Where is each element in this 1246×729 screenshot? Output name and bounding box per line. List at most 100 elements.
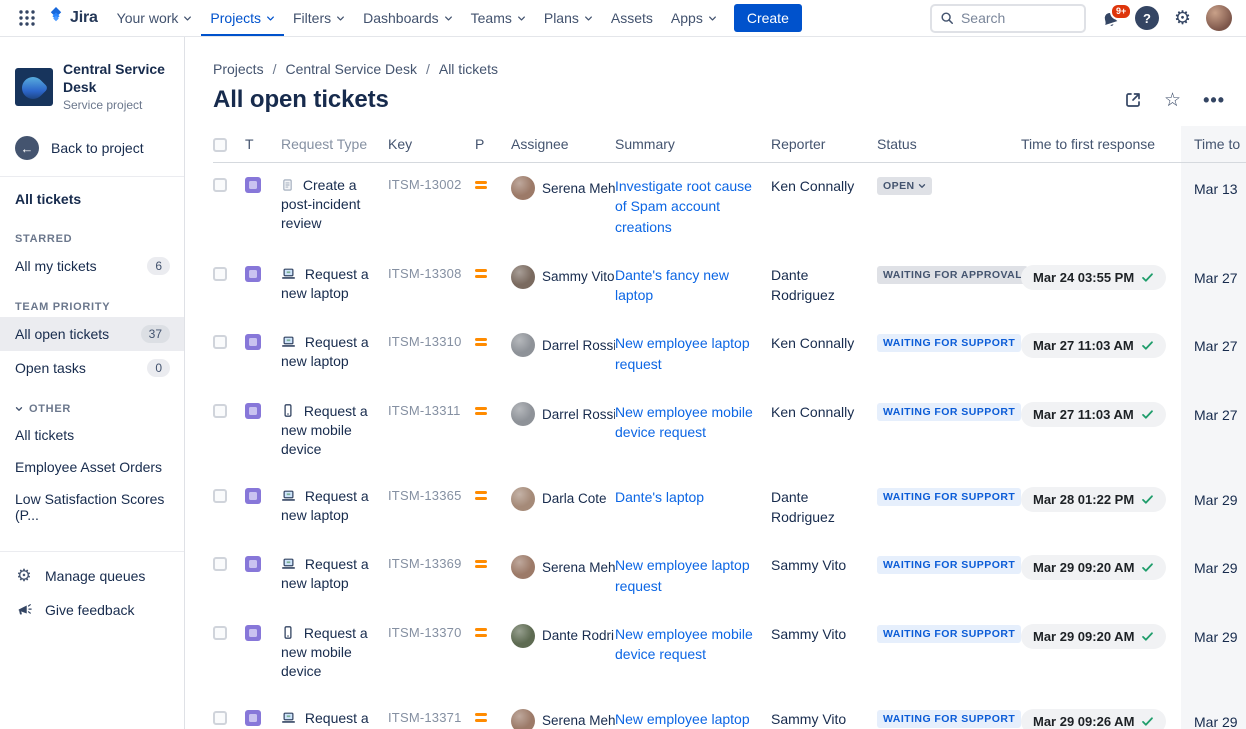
cell-time-to-first-response: Mar 29 09:26 AM [1021, 708, 1181, 729]
search-box[interactable] [929, 3, 1086, 33]
sidebar-item-all-open-tickets[interactable]: All open tickets 37 [0, 317, 184, 351]
notifications-button[interactable]: 9+ [1101, 2, 1133, 30]
summary-link[interactable]: New employee laptop request [615, 335, 750, 372]
nav-item-dashboards[interactable]: Dashboards [354, 0, 462, 36]
sidebar-item-employee-asset-orders[interactable]: Employee Asset Orders [0, 451, 184, 483]
cell-key[interactable]: ITSM-13365 [388, 487, 462, 503]
search-input[interactable] [960, 10, 1061, 26]
breadcrumb-project[interactable]: Central Service Desk [285, 61, 417, 77]
status-badge[interactable]: WAITING FOR SUPPORT [877, 487, 1022, 506]
select-all-checkbox[interactable] [213, 138, 227, 152]
review-icon [281, 178, 294, 192]
status-badge[interactable]: WAITING FOR SUPPORT [877, 556, 1022, 575]
sidebar-manage-queues-button[interactable]: ⚙ Manage queues [0, 558, 184, 593]
cell-key[interactable]: ITSM-13370 [388, 624, 462, 640]
summary-link[interactable]: Investigate root cause of Spam account c… [615, 178, 752, 235]
create-button[interactable]: Create [733, 4, 802, 32]
summary-link[interactable]: Dante's fancy new laptop [615, 266, 729, 304]
sidebar-item-low-satisfaction-scores-p[interactable]: Low Satisfaction Scores (P... [0, 483, 184, 531]
app-switcher-icon[interactable] [10, 0, 44, 36]
row-checkbox[interactable] [213, 625, 227, 640]
sidebar-section-other[interactable]: OTHER [15, 403, 169, 415]
avatar [511, 264, 535, 289]
cell-assignee[interactable]: Darrel Rossi [511, 402, 615, 427]
cell-time-to: Mar 27 [1194, 338, 1238, 355]
priority-medium-icon [475, 180, 487, 189]
status-badge[interactable]: WAITING FOR APPROVAL [877, 265, 1029, 284]
main-content: Projects / Central Service Desk / All tick… [185, 37, 1246, 729]
cell-key[interactable]: ITSM-13311 [388, 403, 461, 419]
sidebar-item-all-tickets[interactable]: All tickets [0, 419, 184, 451]
request-type-label: Request a new laptop [281, 487, 369, 523]
summary-link[interactable]: New employee laptop request [615, 557, 750, 594]
status-badge[interactable]: WAITING FOR SUPPORT [877, 624, 1022, 643]
cell-key[interactable]: ITSM-13369 [388, 556, 462, 572]
column-header-label: P [475, 136, 485, 152]
row-checkbox[interactable] [213, 266, 227, 281]
table-row: Request a new mobile device ITSM-13370 Dan… [213, 611, 1246, 696]
help-button[interactable]: ? [1134, 6, 1159, 30]
chevron-down-icon [15, 405, 23, 413]
assignee-name: Darrel Rossi [542, 337, 615, 353]
cell-time-to-first-response: Mar 27 11:03 AM [1021, 333, 1181, 359]
row-checkbox[interactable] [213, 488, 227, 503]
summary-link[interactable]: Dante's laptop [615, 488, 705, 505]
column-header-time-to: Time to [1181, 136, 1246, 152]
request-type-label: Request a new mobile device [281, 624, 368, 679]
cell-key[interactable]: ITSM-13002 [388, 177, 462, 192]
nav-item-filters[interactable]: Filters [284, 0, 354, 36]
cell-assignee[interactable]: Darrel Rossi [511, 333, 615, 358]
settings-gear-icon[interactable]: ⚙ [1173, 7, 1191, 29]
nav-item-apps[interactable]: Apps [662, 0, 726, 36]
cell-reporter: Dante Rodriguez [771, 488, 835, 526]
nav-item-projects[interactable]: Projects [201, 0, 284, 36]
nav-item-label: Dashboards [363, 10, 439, 26]
summary-link[interactable]: New employee laptop request [615, 710, 750, 727]
sidebar-item-open-tasks[interactable]: Open tasks 0 [0, 351, 184, 385]
project-header[interactable]: Central Service Desk Service project [0, 61, 184, 112]
back-to-project-button[interactable]: ← Back to project [0, 136, 184, 160]
star-icon[interactable]: ☆ [1164, 89, 1182, 111]
cell-assignee[interactable]: Sammy Vito [511, 264, 615, 289]
row-checkbox[interactable] [213, 178, 227, 192]
more-options-icon[interactable]: ••• [1203, 89, 1225, 110]
status-badge[interactable]: WAITING FOR SUPPORT [877, 403, 1022, 422]
service-request-icon [245, 334, 261, 351]
sidebar-item-all-my-tickets[interactable]: All my tickets 6 [0, 249, 184, 283]
row-checkbox[interactable] [213, 404, 227, 419]
sla-time-label: Mar 29 09:20 AM [1033, 560, 1135, 576]
row-checkbox[interactable] [213, 557, 227, 572]
cell-assignee[interactable]: Serena Meh… [511, 708, 615, 729]
row-checkbox[interactable] [213, 335, 227, 350]
jira-logo[interactable]: Jira [44, 0, 108, 36]
nav-item-assets[interactable]: Assets [602, 0, 662, 36]
service-request-icon [245, 556, 261, 573]
status-label: WAITING FOR SUPPORT [883, 490, 1016, 503]
table-row: Request a new laptop ITSM-13310 Darrel Ros… [213, 320, 1246, 389]
summary-link[interactable]: New employee mobile device request [615, 625, 753, 663]
cell-key[interactable]: ITSM-13310 [388, 334, 462, 350]
nav-item-your-work[interactable]: Your work [108, 0, 202, 36]
cell-assignee[interactable]: Serena Meh… [511, 555, 615, 580]
status-badge[interactable]: WAITING FOR SUPPORT [877, 709, 1022, 728]
cell-assignee[interactable]: Dante Rodri… [511, 623, 615, 648]
cell-assignee[interactable]: Darla Cote [511, 486, 615, 511]
breadcrumb-projects[interactable]: Projects [213, 61, 264, 77]
priority-medium-icon [475, 406, 487, 416]
nav-item-teams[interactable]: Teams [462, 0, 535, 36]
cell-key[interactable]: ITSM-13308 [388, 265, 462, 281]
cell-key[interactable]: ITSM-13371 [388, 709, 462, 725]
sidebar-item-all-tickets[interactable]: All tickets [0, 183, 184, 215]
nav-item-plans[interactable]: Plans [535, 0, 602, 36]
cell-status: WAITING FOR SUPPORT [877, 402, 1022, 422]
cell-assignee[interactable]: Serena Meh… [511, 176, 615, 200]
row-checkbox[interactable] [213, 710, 227, 725]
column-header-select-all[interactable] [213, 136, 245, 152]
breadcrumb-queue[interactable]: All tickets [438, 61, 498, 77]
export-icon[interactable] [1124, 91, 1142, 109]
sidebar-give-feedback-button[interactable]: Give feedback [0, 593, 184, 627]
status-badge[interactable]: OPEN [877, 177, 932, 195]
summary-link[interactable]: New employee mobile device request [615, 404, 753, 441]
status-badge[interactable]: WAITING FOR SUPPORT [877, 334, 1022, 353]
user-avatar[interactable] [1206, 5, 1232, 31]
